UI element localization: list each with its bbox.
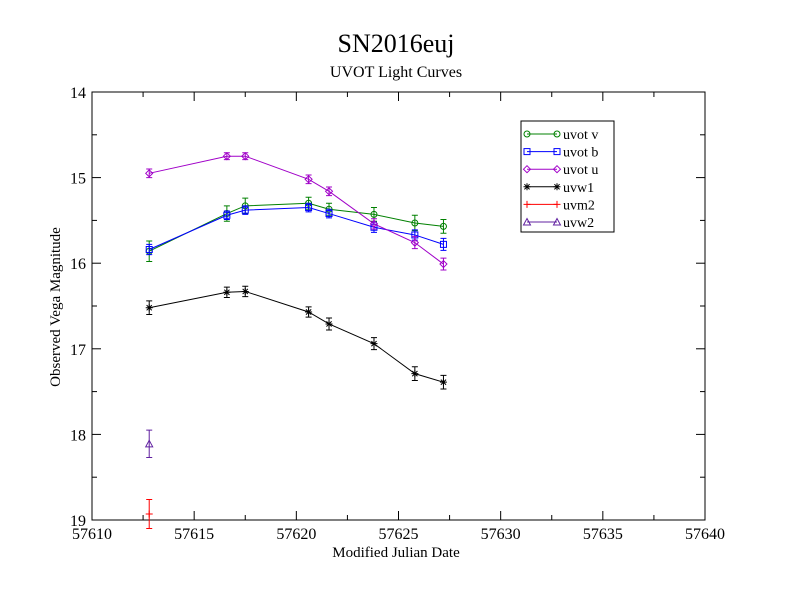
- series-uvot-b: [145, 202, 447, 256]
- x-tick-label: 57610: [72, 526, 112, 543]
- data-point-marker: [439, 378, 447, 386]
- series-line: [149, 207, 444, 250]
- data-point-marker: [523, 183, 531, 191]
- y-tick-label: 19: [70, 513, 86, 530]
- data-point-marker: [523, 200, 531, 208]
- data-point-marker: [411, 370, 419, 378]
- data-point-marker: [439, 240, 447, 248]
- y-tick-label: 17: [70, 342, 86, 359]
- data-point-marker: [144, 439, 154, 448]
- data-point-marker: [145, 169, 154, 178]
- y-tick-label: 18: [70, 427, 86, 444]
- legend-box: [520, 120, 615, 233]
- legend-item: uvot v: [523, 128, 598, 143]
- x-tick-label: 57625: [379, 526, 419, 543]
- data-point-marker: [241, 287, 249, 295]
- axis-ticks: 57610 57615 57620 57625 57630 57635 57640 14 15 1…: [70, 85, 725, 543]
- data-point-marker: [553, 183, 561, 191]
- series-uvw2: [144, 429, 154, 459]
- data-point-marker: [324, 187, 334, 196]
- data-point-marker: [439, 259, 448, 269]
- series-line: [149, 290, 444, 383]
- series-uvw1: [145, 285, 447, 390]
- data-point-marker: [222, 151, 232, 161]
- series-line: [148, 202, 444, 252]
- data-point-marker: [553, 200, 561, 208]
- data-point-marker: [325, 210, 333, 218]
- legend-item: uvm2: [523, 198, 595, 213]
- data-point-marker: [523, 148, 531, 156]
- data-point-marker: [553, 130, 561, 138]
- data-point-marker: [223, 211, 231, 219]
- x-tick-label: 57635: [583, 526, 623, 543]
- data-point-marker: [241, 206, 249, 214]
- error-bar: [146, 429, 153, 459]
- data-point-marker: [305, 204, 313, 212]
- data-point-marker: [305, 308, 313, 316]
- data-point-marker: [552, 164, 562, 174]
- series-layer: [144, 151, 448, 530]
- data-point-marker: [241, 151, 250, 161]
- chart-subtitle: UVOT Light Curves: [330, 64, 462, 81]
- data-point-marker: [223, 288, 231, 296]
- series-uvm2: [145, 498, 153, 530]
- x-tick-label: 57615: [174, 526, 214, 543]
- legend-label: uvm2: [563, 198, 595, 213]
- legend-item: uvw1: [523, 181, 594, 196]
- legend-label: uvot v: [563, 128, 598, 143]
- data-point-marker: [522, 217, 532, 226]
- data-point-marker: [439, 222, 447, 230]
- series-uvot-u: [145, 151, 448, 271]
- y-tick-label: 15: [70, 171, 86, 188]
- chart-title: SN2016euj: [338, 29, 455, 58]
- data-point-marker: [370, 210, 378, 218]
- data-point-marker: [523, 130, 531, 138]
- data-point-marker: [145, 304, 153, 312]
- data-point-marker: [304, 175, 313, 184]
- legend-label: uvot b: [563, 146, 598, 161]
- y-tick-label: 16: [70, 256, 86, 273]
- data-point-marker: [325, 320, 333, 328]
- x-tick-label: 57620: [276, 526, 316, 543]
- legend-label: uvw1: [563, 181, 594, 196]
- legend-item: uvw2: [522, 216, 594, 231]
- x-tick-label: 57630: [481, 526, 521, 543]
- series-line: [149, 155, 444, 265]
- x-tick-label: 57640: [685, 526, 725, 543]
- y-tick-label: 14: [70, 85, 86, 102]
- legend: uvot v uvot b uvot u uvw1 uvm2 uvw2: [520, 120, 615, 233]
- data-point-marker: [369, 219, 379, 229]
- legend-item: uvot u: [522, 163, 598, 178]
- data-point-marker: [552, 217, 562, 226]
- data-point-marker: [410, 238, 420, 247]
- y-axis-label: Observed Vega Magnitude: [48, 227, 64, 387]
- legend-item: uvot b: [523, 146, 598, 161]
- data-point-marker: [553, 148, 561, 156]
- data-point-marker: [145, 246, 153, 254]
- data-point-marker: [370, 340, 378, 348]
- error-bar: [440, 219, 447, 234]
- data-point-marker: [411, 219, 419, 227]
- error-bar: [440, 237, 447, 251]
- x-axis-label: Modified Julian Date: [332, 545, 460, 561]
- legend-label: uvot u: [563, 163, 598, 178]
- data-point-marker: [522, 164, 532, 174]
- legend-label: uvw2: [563, 216, 594, 231]
- data-point-marker: [145, 510, 153, 518]
- series-uvot-v: [145, 196, 447, 262]
